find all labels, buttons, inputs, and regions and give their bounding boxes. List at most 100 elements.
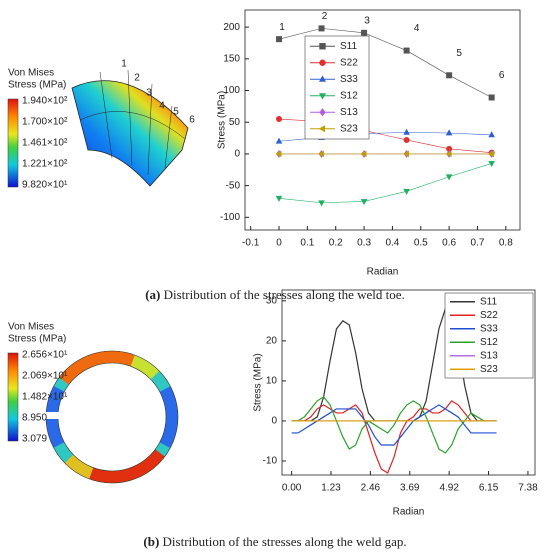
y-tick-label: 150	[223, 53, 240, 64]
legend-box	[304, 35, 370, 140]
data-point	[276, 36, 283, 43]
colorbar-title: Von Mises	[8, 322, 54, 333]
x-tick-label: 2.46	[361, 483, 381, 494]
data-point	[403, 128, 410, 135]
data-point	[318, 75, 327, 82]
legend-label: S33	[480, 323, 498, 334]
y-tick-label: 30	[266, 295, 278, 306]
legend-box	[444, 292, 534, 379]
data-point	[403, 136, 410, 143]
caption-text: Distribution of the stresses along the w…	[160, 287, 404, 302]
y-tick-label: -10	[263, 456, 278, 467]
colorbar-label: 2.069×10¹	[22, 371, 68, 382]
fe-model	[71, 80, 189, 187]
x-tick-label: 0.3	[357, 238, 371, 249]
data-point	[403, 47, 410, 54]
colorbar-label: 1.700×10²	[22, 117, 68, 128]
fe-mesh	[79, 69, 186, 176]
data-point	[275, 137, 283, 144]
colorbar-label: 1.461×10²	[22, 138, 68, 149]
ring-gap	[40, 412, 66, 419]
data-point	[446, 72, 453, 79]
plot-frame	[244, 9, 521, 231]
y-tick-label: 10	[266, 376, 278, 387]
series-line	[278, 163, 492, 204]
legend-label: S22	[480, 310, 498, 321]
colorbar-title: Von Mises	[8, 68, 54, 79]
x-axis-label: Radian	[393, 507, 425, 518]
x-tick-label: 3.69	[400, 483, 420, 494]
point-label: 5	[456, 48, 462, 59]
colorbar-label: 1.482×10¹	[22, 392, 68, 403]
data-point	[488, 94, 495, 101]
data-point	[445, 129, 453, 136]
legend-label: S13	[480, 350, 498, 361]
x-tick-label: 1.23	[321, 483, 341, 494]
colorbar-label: 3.079	[22, 434, 47, 445]
data-point	[446, 145, 453, 152]
data-point	[275, 195, 283, 202]
legend-label: S12	[480, 337, 498, 348]
y-tick-label: 0	[271, 416, 277, 427]
data-point	[445, 150, 452, 158]
colorbar-title: Stress (MPa)	[8, 334, 66, 345]
x-tick-label: 7.38	[518, 483, 538, 494]
legend-label: S22	[340, 57, 358, 68]
y-tick-label: -100	[220, 212, 240, 223]
point-label: 4	[414, 23, 420, 34]
legend-label: S23	[340, 123, 358, 134]
caption: (b) Distribution of the stresses along t…	[143, 534, 406, 549]
data-point	[360, 150, 367, 158]
x-tick-label: 0.4	[385, 238, 399, 249]
fe-label: 3	[146, 88, 152, 99]
colorbar-label: 1.940×10²	[22, 96, 68, 107]
x-tick-label: 6.15	[479, 483, 499, 494]
series-line	[291, 400, 497, 474]
colorbar-label: 1.221×10²	[22, 159, 68, 170]
y-tick-label: 50	[229, 117, 241, 128]
x-tick-label: -0.1	[242, 238, 260, 249]
x-tick-label: 4.92	[439, 483, 459, 494]
caption: (a) Distribution of the stresses along t…	[145, 287, 405, 302]
legend-label: S12	[340, 90, 358, 101]
series-line	[278, 28, 492, 98]
x-tick-label: 0.00	[282, 483, 302, 494]
legend-label: S13	[340, 107, 358, 118]
data-point	[403, 188, 410, 195]
x-tick-label: 0.7	[471, 238, 485, 249]
series-line	[291, 396, 497, 454]
fe-label: 1	[121, 59, 127, 70]
data-point	[276, 116, 283, 123]
data-point	[319, 108, 326, 117]
y-tick-label: -50	[226, 180, 241, 191]
data-point	[488, 161, 495, 168]
colorbar	[7, 352, 19, 442]
data-point	[319, 59, 326, 66]
colorbar-title: Stress (MPa)	[8, 80, 66, 91]
fe-label: 5	[173, 107, 179, 118]
point-label: 3	[364, 15, 370, 26]
series-line	[291, 404, 497, 446]
y-tick-label: 0	[234, 149, 240, 160]
data-point	[318, 200, 325, 207]
data-point	[488, 131, 495, 138]
caption-label: (b)	[143, 534, 159, 549]
data-point	[445, 174, 453, 181]
x-tick-label: 0.8	[499, 238, 513, 249]
fe-label: 6	[189, 115, 195, 126]
data-point	[361, 29, 368, 36]
data-point	[360, 199, 368, 206]
y-tick-label: 20	[266, 335, 278, 346]
data-point	[275, 150, 282, 158]
x-tick-label: 0.1	[300, 238, 314, 249]
y-axis-label: Stress (MPa)	[253, 353, 264, 411]
data-point	[319, 43, 326, 50]
x-tick-label: 0	[276, 238, 282, 249]
x-tick-label: 0.5	[414, 238, 428, 249]
x-tick-label: 0.2	[329, 238, 343, 249]
data-point	[318, 93, 327, 100]
y-axis-label: Stress (MPa)	[217, 91, 228, 149]
legend-label: S23	[480, 364, 498, 375]
